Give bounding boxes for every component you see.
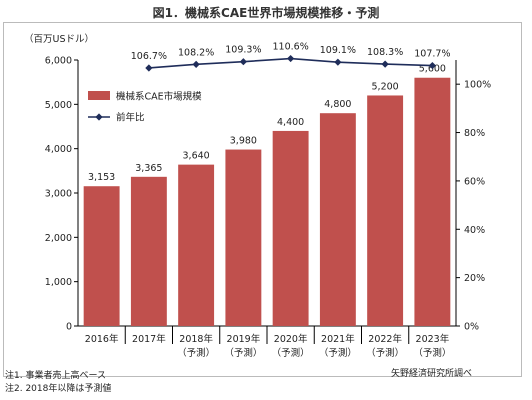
x-tick-sublabel: （予測） bbox=[272, 347, 310, 359]
x-tick-sublabel: （予測） bbox=[224, 347, 262, 359]
bar-data-label: 3,153 bbox=[88, 172, 115, 183]
x-tick-label: 2016年 bbox=[85, 333, 119, 345]
line-data-label: 109.3% bbox=[225, 45, 261, 56]
x-tick-label: 2019年 bbox=[227, 333, 261, 345]
x-tick-label: 2017年 bbox=[132, 333, 166, 345]
legend-swatch-bar bbox=[88, 91, 110, 100]
bar-data-label: 4,400 bbox=[277, 117, 304, 128]
line-point bbox=[287, 54, 295, 63]
legend-label-bar: 機械系CAE市場規模 bbox=[116, 91, 202, 103]
bar bbox=[319, 113, 356, 326]
bar bbox=[178, 164, 215, 326]
y2-tick-label: 20% bbox=[464, 273, 485, 284]
line-data-label: 108.3% bbox=[367, 47, 403, 58]
x-tick-sublabel: （予測） bbox=[319, 347, 357, 359]
bar bbox=[83, 186, 120, 326]
x-tick-label: 2021年 bbox=[321, 333, 355, 345]
legend-swatch-marker bbox=[95, 113, 103, 121]
bar-data-label: 3,365 bbox=[135, 163, 162, 174]
bar bbox=[272, 130, 309, 326]
y2-tick-label: 40% bbox=[464, 225, 485, 236]
y-tick-label: 0 bbox=[66, 322, 72, 333]
line-point bbox=[192, 60, 200, 68]
y2-tick-label: 100% bbox=[464, 80, 491, 91]
footnote-2: 注2. 2018年以降は予測値 bbox=[5, 384, 112, 394]
chart-frame bbox=[3, 22, 522, 377]
y-tick-label: 5,000 bbox=[45, 100, 72, 111]
x-tick-sublabel: （予測） bbox=[366, 347, 404, 359]
y-tick-label: 2,000 bbox=[45, 233, 72, 244]
source-note: 矢野経済研究所調べ bbox=[390, 369, 472, 379]
chart-title: 図1．機械系CAE世界市場規模推移・予測 bbox=[152, 6, 380, 20]
bar-data-label: 3,640 bbox=[183, 151, 210, 162]
bar-data-label: 3,980 bbox=[230, 136, 257, 147]
bar bbox=[130, 176, 167, 326]
footnote-1: 注1. 事業者売上高ベース bbox=[5, 371, 106, 381]
x-tick-label: 2020年 bbox=[274, 333, 308, 345]
y-tick-label: 1,000 bbox=[45, 277, 72, 288]
line-point bbox=[334, 58, 342, 66]
y2-tick-label: 0% bbox=[464, 322, 479, 333]
line-data-label: 109.1% bbox=[320, 45, 356, 56]
y2-tick-label: 60% bbox=[464, 176, 485, 187]
bar-data-label: 4,800 bbox=[324, 99, 351, 110]
x-tick-sublabel: （予測） bbox=[413, 347, 451, 359]
line-data-label: 108.2% bbox=[178, 47, 214, 58]
line-data-label: 107.7% bbox=[414, 49, 450, 60]
x-tick-label: 2022年 bbox=[368, 333, 402, 345]
bar-data-label: 5,600 bbox=[419, 64, 446, 75]
bar-data-label: 5,200 bbox=[372, 81, 399, 92]
line-point bbox=[428, 61, 436, 70]
line-data-label: 106.7% bbox=[131, 51, 167, 62]
x-tick-sublabel: （予測） bbox=[177, 347, 215, 359]
line-point bbox=[145, 64, 153, 72]
line-data-label: 110.6% bbox=[273, 42, 309, 53]
y-axis-title: （百万USドル） bbox=[24, 33, 94, 45]
x-tick-label: 2023年 bbox=[416, 333, 450, 345]
y2-tick-label: 80% bbox=[464, 128, 485, 139]
bar bbox=[225, 149, 262, 326]
legend-label-line: 前年比 bbox=[116, 112, 145, 124]
x-tick-label: 2018年 bbox=[179, 333, 213, 345]
line-point bbox=[239, 58, 247, 66]
bar bbox=[367, 95, 404, 326]
line-point bbox=[381, 60, 389, 68]
y-tick-label: 6,000 bbox=[45, 56, 72, 67]
y-tick-label: 3,000 bbox=[45, 189, 72, 200]
y-tick-label: 4,000 bbox=[45, 144, 72, 155]
bar bbox=[414, 77, 451, 326]
